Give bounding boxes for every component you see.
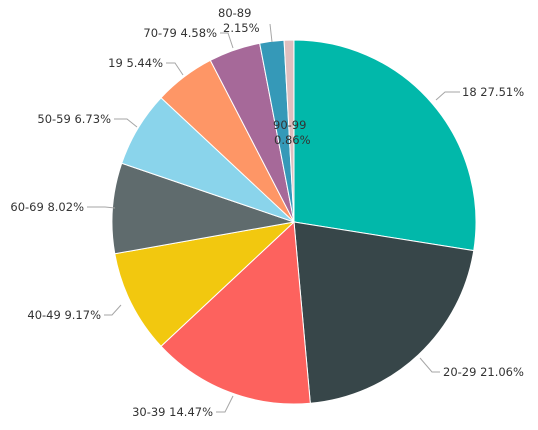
data-label-line: 90-99 <box>273 118 306 132</box>
data-label-40-49: 40-49 9.17% <box>27 308 101 322</box>
data-label-50-59: 50-59 6.73% <box>37 112 111 126</box>
data-label-line: 2.15% <box>223 21 260 35</box>
pie-slice-30-39[interactable] <box>160 220 311 405</box>
data-label-20-29: 20-29 21.06% <box>443 365 524 379</box>
data-label-30-39: 30-39 14.47% <box>132 405 213 419</box>
data-label-19: 19 5.44% <box>108 56 163 70</box>
data-label-90-99: 90-99 0.86% <box>273 118 311 147</box>
pie-slice-18[interactable] <box>293 39 477 252</box>
data-label-line: 80-89 <box>218 6 251 20</box>
leader-line-18 <box>435 91 460 101</box>
leader-line-60-69 <box>87 206 116 209</box>
pie-slice-40-49[interactable] <box>114 221 296 347</box>
leader-line-50-59 <box>114 118 138 128</box>
leader-line-70-79 <box>220 32 234 49</box>
leader-line-30-39 <box>216 395 234 413</box>
data-label-18: 18 27.51% <box>462 85 524 99</box>
leader-line-40-49 <box>104 304 122 316</box>
pie-slice-90-99[interactable] <box>283 39 295 223</box>
data-label-60-69: 60-69 8.02% <box>10 200 84 214</box>
pie-slice-20-29[interactable] <box>293 221 475 404</box>
leader-line-19 <box>166 62 184 76</box>
leader-line-20-29 <box>419 357 440 373</box>
data-label-line: 0.86% <box>274 133 311 147</box>
data-label-70-79: 70-79 4.58% <box>143 26 217 40</box>
data-label-80-89: 80-89 2.15% <box>218 6 260 35</box>
leader-line-80-89 <box>269 23 273 43</box>
